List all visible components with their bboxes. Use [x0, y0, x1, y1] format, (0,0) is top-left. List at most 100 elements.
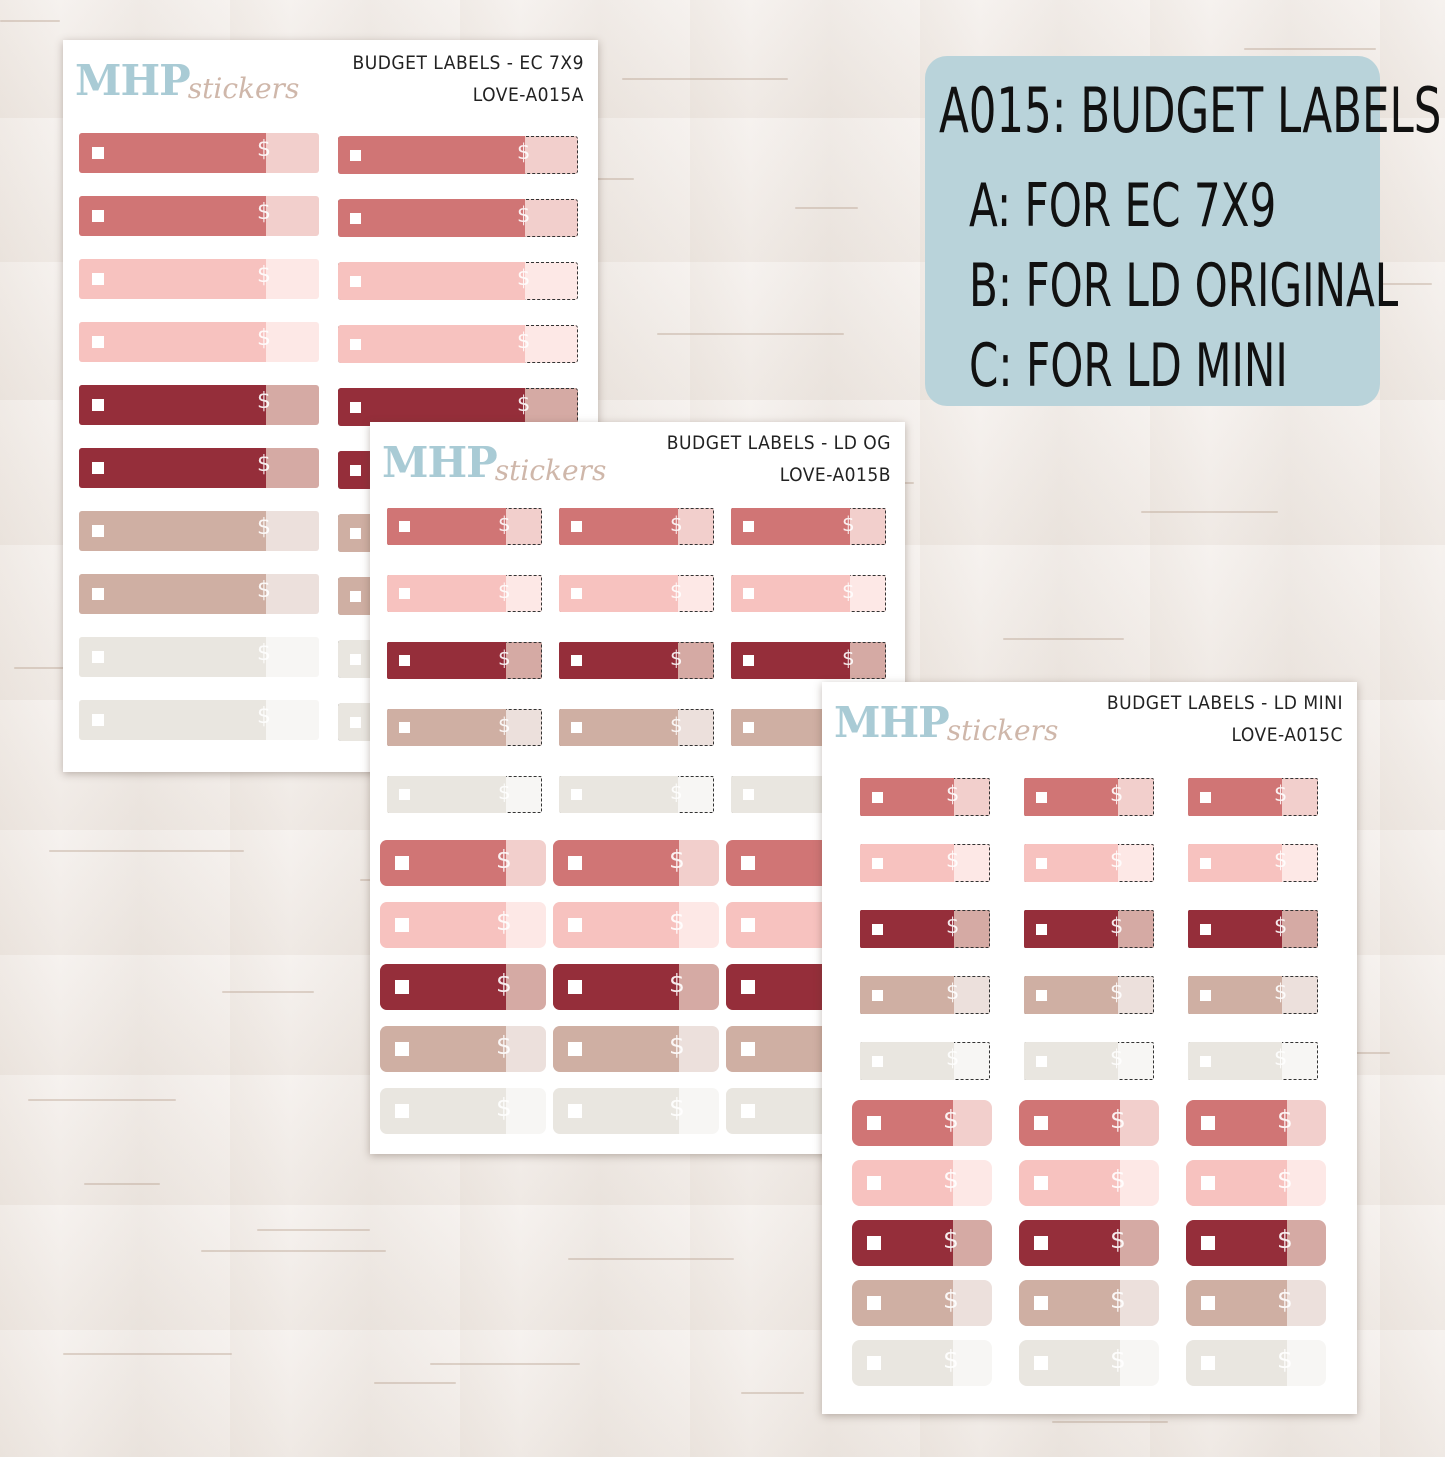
checkbox-icon: [571, 655, 582, 666]
dollar-icon: $: [670, 780, 683, 804]
checkbox-icon: [1034, 1296, 1048, 1310]
budget-label-sticker: $: [338, 325, 578, 363]
wood-grain: [63, 1353, 232, 1355]
wood-grain: [657, 333, 844, 335]
dollar-icon: $: [669, 1031, 685, 1060]
budget-label-sticker: $: [387, 642, 542, 679]
wood-grain: [1244, 48, 1376, 50]
dollar-icon: $: [943, 1225, 959, 1254]
budget-label-sticker: $: [79, 448, 319, 488]
budget-label-sticker: $: [338, 199, 578, 237]
dollar-icon: $: [498, 579, 511, 603]
label-fill: [338, 199, 525, 237]
checkbox-icon: [867, 1176, 881, 1190]
wood-grain: [49, 850, 244, 852]
budget-label-sticker: $: [387, 709, 542, 746]
label-fill: [79, 322, 266, 362]
dollar-icon: $: [257, 515, 271, 540]
checkbox-icon: [743, 722, 754, 733]
checkbox-icon: [1036, 1056, 1047, 1067]
checkbox-icon: [1200, 1056, 1211, 1067]
dollar-icon: $: [517, 329, 531, 353]
checkbox-icon: [872, 858, 883, 869]
checkbox-icon: [399, 789, 410, 800]
dollar-icon: $: [257, 200, 271, 225]
dollar-icon: $: [1277, 1345, 1293, 1374]
checkbox-icon: [568, 918, 582, 932]
sheet-title: BUDGET LABELS - EC 7X9: [352, 52, 584, 74]
budget-label-sticker: $: [1186, 1100, 1326, 1146]
budget-label-sticker: $: [79, 700, 319, 740]
brand-logo: MHP stickers: [834, 698, 1058, 747]
budget-label-sticker: $: [380, 964, 546, 1010]
budget-label-sticker: $: [1019, 1340, 1159, 1386]
info-line-b: B: FOR LD ORIGINAL: [969, 251, 1399, 321]
budget-label-sticker: $: [1188, 1042, 1318, 1080]
budget-label-sticker: $: [79, 511, 319, 551]
budget-label-sticker: $: [1186, 1280, 1326, 1326]
budget-label-sticker: $: [79, 322, 319, 362]
budget-label-sticker: $: [731, 642, 886, 679]
dollar-icon: $: [669, 907, 685, 936]
sheet-code: LOVE-A015B: [779, 464, 891, 486]
checkbox-icon: [568, 856, 582, 870]
budget-label-sticker: $: [79, 259, 319, 299]
label-fill: [79, 133, 266, 173]
checkbox-icon: [571, 588, 582, 599]
dollar-icon: $: [257, 578, 271, 603]
label-fill: [79, 700, 266, 740]
budget-label-sticker: $: [553, 902, 719, 948]
dollar-icon: $: [1274, 980, 1288, 1004]
checkbox-icon: [867, 1236, 881, 1250]
label-fill: [79, 448, 266, 488]
budget-label-sticker: $: [338, 262, 578, 300]
budget-label-sticker: $: [1024, 976, 1154, 1014]
budget-label-sticker: $: [380, 902, 546, 948]
dollar-icon: $: [943, 1345, 959, 1374]
dollar-icon: $: [1110, 1225, 1126, 1254]
budget-label-sticker: $: [380, 1026, 546, 1072]
dollar-icon: $: [498, 646, 511, 670]
budget-label-sticker: $: [1024, 844, 1154, 882]
budget-label-sticker: $: [380, 840, 546, 886]
budget-label-sticker: $: [860, 910, 990, 948]
budget-label-sticker: $: [731, 508, 886, 545]
budget-label-sticker: $: [1188, 910, 1318, 948]
budget-label-sticker: $: [553, 964, 719, 1010]
checkbox-icon: [395, 1104, 409, 1118]
checkbox-icon: [399, 588, 410, 599]
budget-label-sticker: $: [559, 642, 714, 679]
checkbox-icon: [741, 980, 755, 994]
wood-grain: [374, 1382, 456, 1384]
dollar-icon: $: [1110, 1345, 1126, 1374]
budget-label-sticker: $: [852, 1280, 992, 1326]
label-fill: [79, 196, 266, 236]
dollar-icon: $: [257, 641, 271, 666]
budget-label-sticker: $: [1019, 1220, 1159, 1266]
dollar-icon: $: [842, 646, 855, 670]
label-fill: [338, 136, 525, 174]
checkbox-icon: [350, 654, 361, 665]
checkbox-icon: [350, 591, 361, 602]
budget-label-sticker: $: [1188, 844, 1318, 882]
checkbox-icon: [92, 525, 104, 537]
dollar-icon: $: [946, 980, 960, 1004]
dollar-icon: $: [257, 137, 271, 162]
budget-label-sticker: $: [1188, 976, 1318, 1014]
checkbox-icon: [350, 213, 361, 224]
dollar-icon: $: [257, 263, 271, 288]
checkbox-icon: [92, 399, 104, 411]
checkbox-icon: [350, 339, 361, 350]
dollar-icon: $: [1274, 914, 1288, 938]
dollar-icon: $: [946, 1046, 960, 1070]
dollar-icon: $: [496, 969, 512, 998]
checkbox-icon: [399, 655, 410, 666]
dollar-icon: $: [1277, 1165, 1293, 1194]
budget-label-sticker: $: [387, 508, 542, 545]
dollar-icon: $: [498, 780, 511, 804]
checkbox-icon: [395, 918, 409, 932]
label-fill: [338, 262, 525, 300]
dollar-icon: $: [257, 326, 271, 351]
product-info-card: A015: BUDGET LABELS A: FOR EC 7X9 B: FOR…: [925, 56, 1441, 406]
checkbox-icon: [1201, 1236, 1215, 1250]
